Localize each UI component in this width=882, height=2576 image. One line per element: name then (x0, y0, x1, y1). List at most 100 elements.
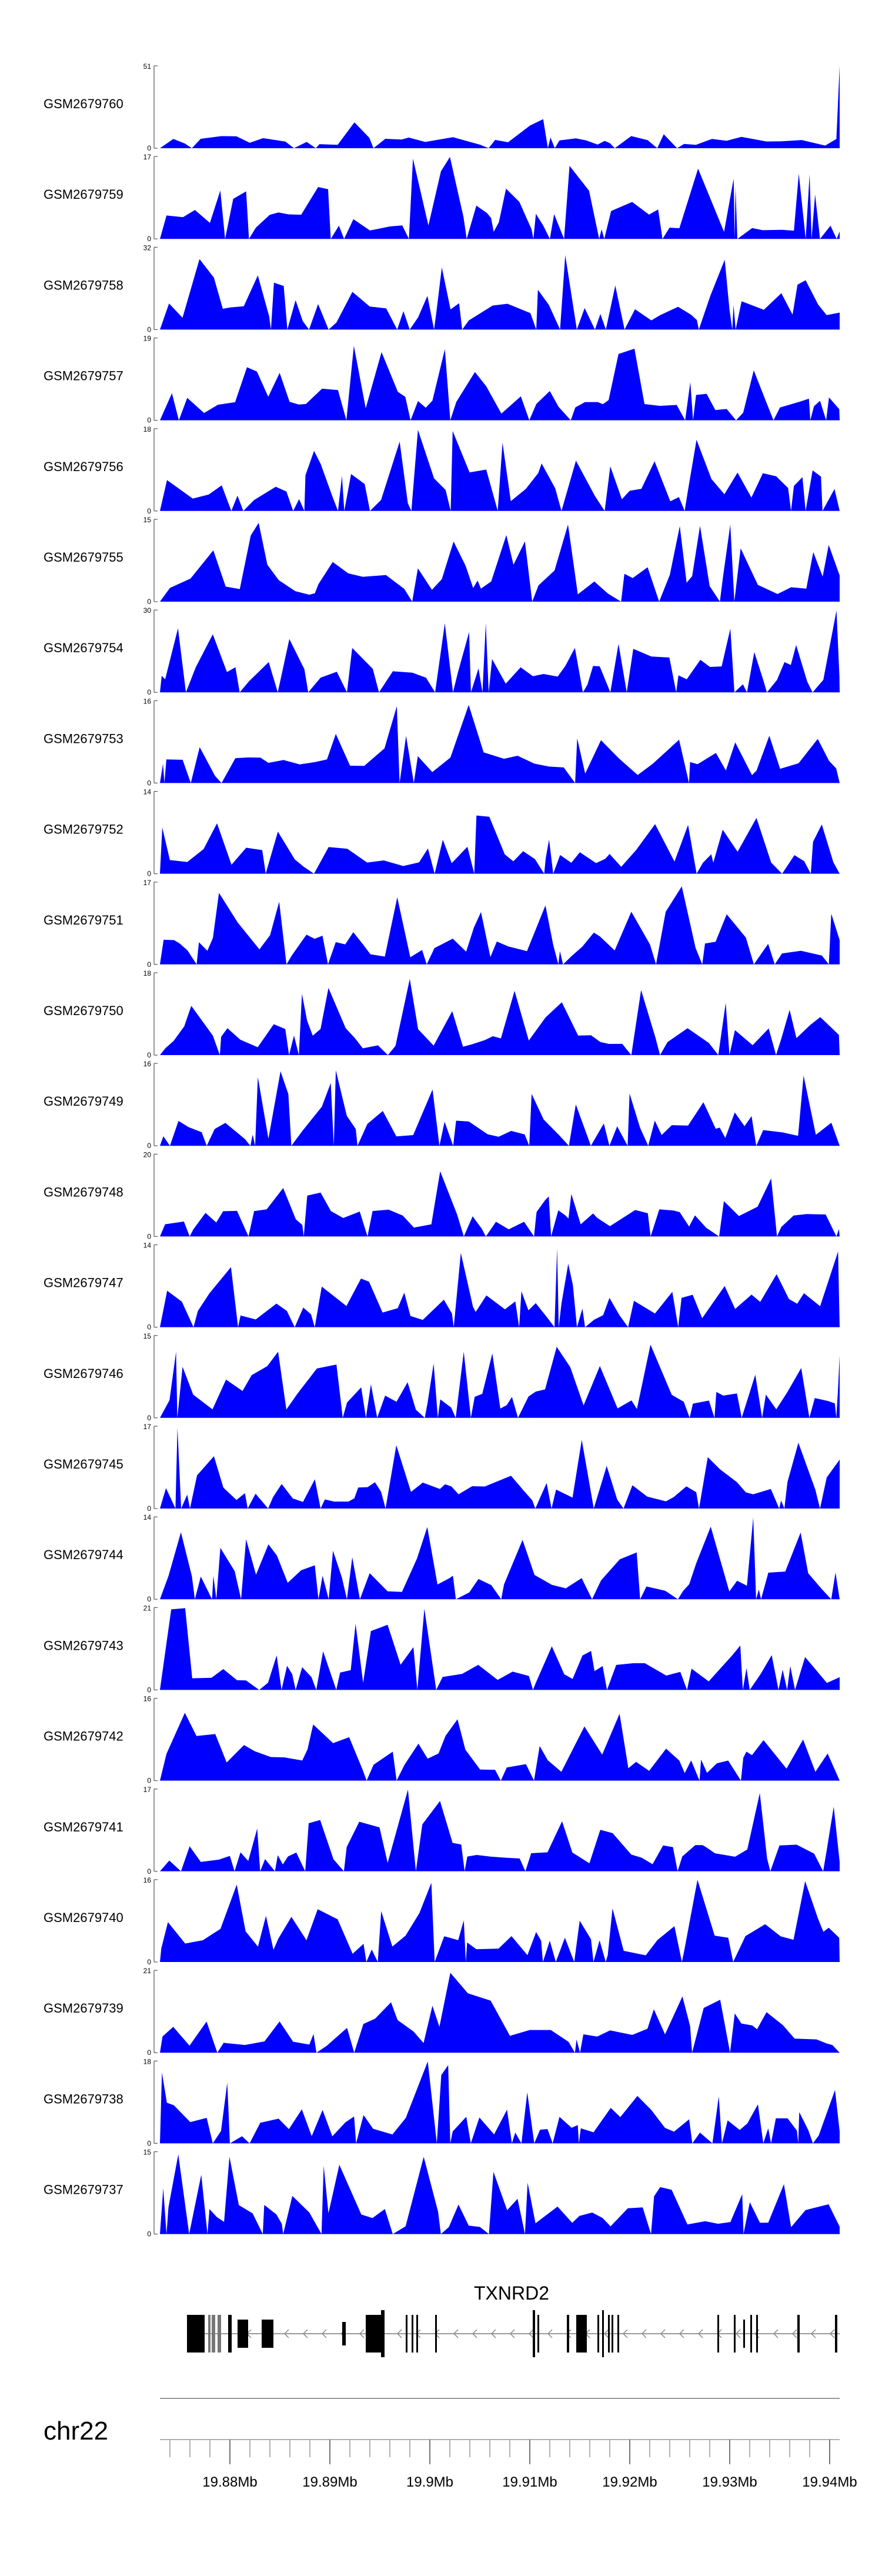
exon (533, 2310, 535, 2357)
y-max-label: 30 (143, 606, 152, 615)
y-min-label: 0 (147, 416, 151, 425)
y-min-label: 0 (147, 144, 151, 152)
exon (617, 2315, 619, 2353)
track-label: GSM2679760 (44, 96, 123, 111)
exon (602, 2310, 604, 2357)
coverage-area (160, 1427, 840, 1509)
gene-model: TXNRD2 (187, 2283, 840, 2357)
y-min-label: 0 (147, 1142, 151, 1150)
track-label: GSM2679740 (44, 1910, 123, 1925)
exon (208, 2315, 211, 2353)
y-max-label: 21 (143, 1604, 152, 1612)
strand-chevron (773, 2329, 779, 2338)
track-GSM2679740: GSM2679740 16 0 (44, 1876, 840, 1966)
track-label: GSM2679742 (44, 1729, 123, 1744)
coverage-area (160, 705, 840, 783)
coverage-area (160, 1070, 840, 1146)
track-label: GSM2679741 (44, 1820, 123, 1834)
track-GSM2679757: GSM2679757 19 0 (44, 335, 840, 425)
exon (406, 2315, 407, 2353)
y-max-label: 14 (143, 1242, 152, 1250)
exon (597, 2315, 599, 2353)
exon (262, 2320, 273, 2348)
track-label: GSM2679752 (44, 822, 123, 837)
track-GSM2679751: GSM2679751 17 0 (44, 879, 840, 969)
coverage-area (160, 815, 840, 874)
y-max-label: 16 (143, 697, 152, 705)
strand-chevron (321, 2329, 327, 2338)
y-max-label: 17 (143, 879, 152, 887)
exon (366, 2315, 381, 2353)
y-max-label: 17 (143, 153, 152, 161)
strand-chevron (660, 2329, 666, 2338)
axis-tick-label: 19.93Mb (702, 2474, 757, 2490)
strand-chevron (472, 2329, 477, 2338)
coverage-area (160, 2061, 840, 2144)
track-label: GSM2679754 (44, 640, 123, 655)
track-label: GSM2679753 (44, 731, 123, 746)
axis-tick-label: 19.91Mb (502, 2474, 557, 2490)
track-GSM2679754: GSM2679754 30 0 (44, 606, 840, 696)
exon (381, 2310, 385, 2357)
exon (756, 2315, 758, 2353)
track-GSM2679760: GSM2679760 51 0 (44, 62, 840, 152)
axis-tick-label: 19.89Mb (302, 2474, 357, 2490)
y-max-label: 32 (143, 243, 152, 252)
chromosome-label: chr22 (44, 2417, 108, 2445)
coverage-area (160, 1608, 840, 1690)
exon (734, 2315, 736, 2353)
exon (612, 2315, 613, 2353)
track-GSM2679739: GSM2679739 21 0 (44, 1967, 840, 2057)
track-GSM2679750: GSM2679750 18 0 (44, 969, 840, 1059)
exon (797, 2315, 800, 2353)
y-max-label: 17 (143, 1786, 152, 1794)
track-GSM2679753: GSM2679753 16 0 (44, 697, 840, 787)
y-min-label: 0 (147, 1232, 151, 1240)
coverage-area (160, 1713, 840, 1781)
y-min-label: 0 (147, 1867, 151, 1876)
y-max-label: 19 (143, 335, 152, 343)
exon (743, 2320, 745, 2348)
exon (835, 2315, 837, 2353)
coverage-area (160, 1344, 840, 1418)
y-min-label: 0 (147, 870, 151, 878)
track-GSM2679737: GSM2679737 15 0 (44, 2148, 840, 2238)
track-GSM2679758: GSM2679758 32 0 (44, 243, 840, 333)
exon (576, 2315, 587, 2353)
exon (342, 2322, 346, 2345)
track-GSM2679742: GSM2679742 16 0 (44, 1695, 840, 1785)
track-label: GSM2679750 (44, 1003, 123, 1018)
track-GSM2679759: GSM2679759 17 0 (44, 153, 840, 243)
strand-chevron (679, 2329, 684, 2338)
y-max-label: 20 (143, 1150, 152, 1159)
exon (608, 2315, 610, 2353)
track-label: GSM2679744 (44, 1547, 123, 1562)
y-max-label: 18 (143, 2057, 152, 2066)
coverage-area (160, 1517, 840, 1600)
coverage-area (160, 156, 840, 239)
y-max-label: 14 (143, 1513, 152, 1521)
y-min-label: 0 (147, 2230, 151, 2238)
track-label: GSM2679759 (44, 187, 123, 202)
y-max-label: 18 (143, 969, 152, 977)
coverage-area (160, 610, 840, 693)
track-GSM2679747: GSM2679747 14 0 (44, 1242, 840, 1332)
y-min-label: 0 (147, 688, 151, 696)
y-min-label: 0 (147, 1958, 151, 1966)
coverage-area (160, 255, 840, 330)
strand-chevron (547, 2329, 553, 2338)
track-GSM2679741: GSM2679741 17 0 (44, 1786, 840, 1876)
coverage-area (160, 979, 840, 1055)
track-label: GSM2679755 (44, 550, 123, 565)
y-max-label: 16 (143, 1060, 152, 1068)
track-label: GSM2679747 (44, 1276, 123, 1290)
coverage-area (160, 1973, 840, 2053)
y-min-label: 0 (147, 2139, 151, 2147)
exon (228, 2315, 232, 2353)
coverage-area (160, 1248, 840, 1327)
track-label: GSM2679758 (44, 278, 123, 292)
track-label: GSM2679756 (44, 459, 123, 474)
y-min-label: 0 (147, 325, 151, 333)
track-label: GSM2679757 (44, 369, 123, 383)
